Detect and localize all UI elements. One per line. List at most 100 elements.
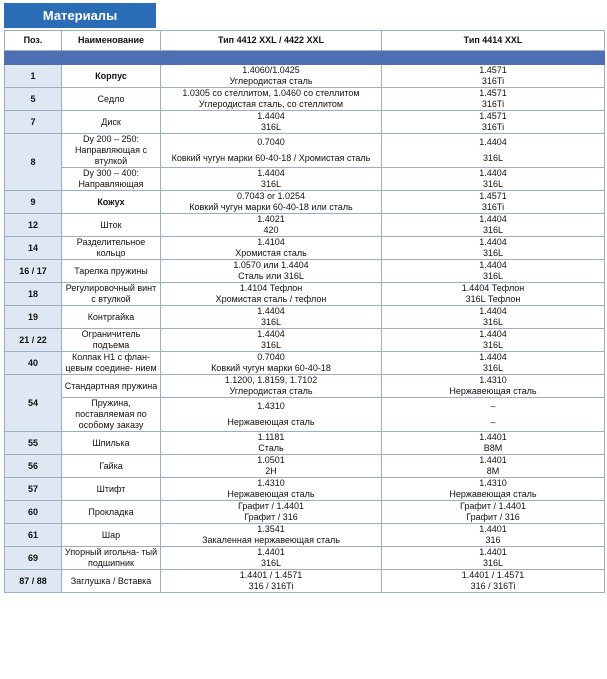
table-row-cont: Закаленная нержавеющая сталь 316 <box>5 535 605 547</box>
material-code-cell: 1.4401 <box>160 546 382 558</box>
table-row: 9 Кожух 0.7043 or 1.0254 1.4571 <box>4 190 605 214</box>
table-row: 56 Гайка 1.0501 1.4401 <box>4 454 605 478</box>
position-cell: 40 <box>4 351 62 375</box>
material-code-cell: 1.4310 <box>160 477 382 489</box>
material-desc-cell: 2H <box>160 466 382 478</box>
material-code-cell: 1.4401 <box>381 431 605 443</box>
header-type-4414: Тип 4414 XXL <box>381 30 605 51</box>
table-row: 87 / 88 Заглушка / Вставка 1.4401 / 1.4571… <box>4 569 605 593</box>
table-row: 69 Упорный игольча- тый подшипник 1.4401 1.… <box>4 546 605 570</box>
table-row: 55 Шпилька 1.1181 1.4401 <box>4 431 605 455</box>
material-desc-cell: Нержавеющая сталь <box>160 414 382 432</box>
table-row: 18 Регулировочный винт с втулкой 1.4104 Те… <box>4 282 605 306</box>
material-code-cell: 1.4571 <box>381 190 605 202</box>
material-desc-cell: Хромистая сталь / тефлон <box>160 294 382 306</box>
position-cell: 14 <box>4 236 62 260</box>
material-desc-cell: 316L Тефлон <box>381 294 605 306</box>
material-desc-cell: Закаленная нержавеющая сталь <box>160 535 382 547</box>
material-desc-cell: 8M <box>381 466 605 478</box>
material-desc-cell: Ковкий чугун марки 60-40-18 / Хромистая … <box>160 150 382 168</box>
material-desc-cell: Нержавеющая сталь <box>381 386 605 398</box>
material-desc-cell: Сталь <box>160 443 382 455</box>
part-name-cell: Dy 300 – 400: Направляющая <box>61 167 161 191</box>
material-desc-cell: – <box>381 414 605 432</box>
header-band <box>4 50 605 65</box>
position-cell: 57 <box>4 477 62 501</box>
material-code-cell: 1.4404 <box>381 328 605 340</box>
material-desc-cell: Сталь или 316L <box>160 271 382 283</box>
material-desc-cell: Нержавеющая сталь <box>160 489 382 501</box>
part-name-cell: Колпак H1 с флан- цевым соедине- нием <box>61 351 161 375</box>
material-desc-cell: Ковкий чугун марки 60-40-18 <box>160 363 382 375</box>
material-code-cell: 1.4104 <box>160 236 382 248</box>
table-row-cont: 420 316L <box>5 225 605 237</box>
table-row: 19 Контргайка 1.4404 1.4404 <box>4 305 605 329</box>
material-code-cell: 1.4060/1.0425 <box>160 64 382 76</box>
material-code-cell: 1.4404 <box>381 351 605 363</box>
material-desc-cell: 316L <box>381 271 605 283</box>
material-desc-cell: 316L <box>381 340 605 352</box>
position-cell: 1 <box>4 64 62 88</box>
material-desc-cell: 316Ti <box>381 202 605 214</box>
material-desc-cell: 316L <box>381 317 605 329</box>
material-desc-cell: Нержавеющая сталь <box>381 489 605 501</box>
position-cell: 87 / 88 <box>4 569 62 593</box>
position-cell: 21 / 22 <box>4 328 62 352</box>
table-row: 21 / 22 Ограничитель подъема 1.4404 1.4404 <box>4 328 605 352</box>
material-code-cell: 1.1200, 1.8159, 1.7102 <box>160 374 382 386</box>
part-name-cell: Заглушка / Вставка <box>61 569 161 593</box>
section-title: Материалы <box>4 3 156 28</box>
material-code-cell: Графит / 1.4401 <box>160 500 382 512</box>
part-name-cell: Ограничитель подъема <box>61 328 161 352</box>
material-desc-cell: Хромистая сталь <box>160 248 382 260</box>
material-desc-cell: 316L <box>160 558 382 570</box>
material-code-cell: 1.4571 <box>381 87 605 99</box>
table-row: 8 Dy 200 – 250: Направляющая с втулкой 0.7… <box>4 133 605 191</box>
part-name-cell: Штифт <box>61 477 161 501</box>
material-desc-cell: 316L <box>381 248 605 260</box>
table-row-cont: Графит / 316 Графит / 316 <box>5 512 605 524</box>
material-code-cell: Графит / 1.4401 <box>381 500 605 512</box>
part-name-cell: Корпус <box>61 64 161 88</box>
part-name-cell: Кожух <box>61 190 161 214</box>
material-desc-cell: Графит / 316 <box>381 512 605 524</box>
table-row: 61 Шар 1.3541 1.4401 <box>4 523 605 547</box>
position-cell: 56 <box>4 454 62 478</box>
part-name-cell: Контргайка <box>61 305 161 329</box>
part-name-cell: Пружина, поставляемая по особому заказу <box>61 397 161 432</box>
material-code-cell: 1.4104 Тефлон <box>160 282 382 294</box>
material-desc-cell: 316Ti <box>381 99 605 111</box>
material-code-cell: 1.4404 <box>381 213 605 225</box>
position-cell: 60 <box>4 500 62 524</box>
material-desc-cell: Углеродистая сталь <box>160 386 382 398</box>
position-cell: 55 <box>4 431 62 455</box>
material-code-cell: 1.4401 / 1.4571 <box>381 569 605 581</box>
part-name-cell: Тарелка пружины <box>61 259 161 283</box>
material-desc-cell: 316 / 316Ti <box>160 581 382 593</box>
material-code-cell: 1.4404 <box>160 167 382 179</box>
position-cell: 18 <box>4 282 62 306</box>
table-row: 1 Корпус 1.4060/1.0425 1.4571 <box>4 64 605 88</box>
position-cell: 69 <box>4 546 62 570</box>
material-desc-cell: 316L <box>160 122 382 134</box>
table-row: 7 Диск 1.4404 1.4571 <box>4 110 605 134</box>
material-desc-cell: 316L <box>381 558 605 570</box>
material-code-cell: 0.7040 <box>160 351 382 363</box>
table-header-row: Поз. Наименование Тип 4412 XXL / 4422 XX… <box>4 30 605 51</box>
material-code-cell: 1.4404 <box>381 305 605 317</box>
position-cell: 9 <box>4 190 62 214</box>
position-cell: 5 <box>4 87 62 111</box>
material-desc-cell: 316L <box>381 179 605 191</box>
material-code-cell: 1.4404 <box>160 305 382 317</box>
material-code-cell: – <box>381 397 605 415</box>
table-row: 5 Седло 1.0305 со стеллитом, 1.0460 со сте… <box>4 87 605 111</box>
table-row-cont: Ковкий чугун марки 60-40-18 / Хромистая … <box>5 150 605 168</box>
material-code-cell: 1.4404 <box>381 236 605 248</box>
material-code-cell: 1.0305 со стеллитом, 1.0460 со стеллитом <box>160 87 382 99</box>
material-desc-cell: 316L <box>381 225 605 237</box>
material-desc-cell: 316L <box>381 363 605 375</box>
material-code-cell: 1.4401 <box>381 523 605 535</box>
position-cell: 8 <box>4 133 62 191</box>
table-row: Dy 300 – 400: Направляющая 1.4404 1.4404 <box>5 167 605 191</box>
table-row: 12 Шток 1.4021 1.4404 <box>4 213 605 237</box>
